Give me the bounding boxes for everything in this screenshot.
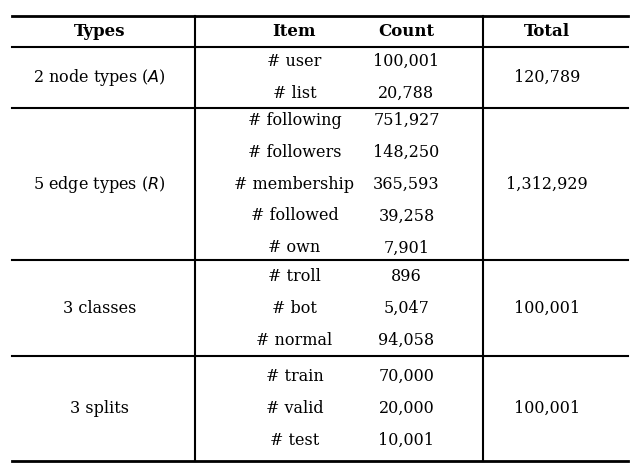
Text: 2 node types ($A$): 2 node types ($A$) [33,67,166,88]
Text: # valid: # valid [266,400,323,417]
Text: 3 classes: 3 classes [63,300,136,317]
Text: Count: Count [378,23,435,40]
Text: 39,258: 39,258 [378,207,435,225]
Text: # normal: # normal [256,332,333,349]
Text: Item: Item [273,23,316,40]
Text: # membership: # membership [234,175,355,193]
Text: # own: # own [268,239,321,257]
Text: 896: 896 [391,268,422,285]
Text: 100,001: 100,001 [373,53,440,70]
Text: # bot: # bot [272,300,317,317]
Text: 100,001: 100,001 [514,300,580,317]
Text: 20,000: 20,000 [378,400,435,417]
Text: 751,927: 751,927 [373,112,440,129]
Text: 70,000: 70,000 [378,368,435,385]
Text: # followers: # followers [248,144,341,161]
Text: 148,250: 148,250 [373,144,440,161]
Text: # test: # test [270,432,319,449]
Text: 5,047: 5,047 [383,300,429,317]
Text: 365,593: 365,593 [373,175,440,193]
Text: # followed: # followed [250,207,339,225]
Text: 100,001: 100,001 [514,400,580,417]
Text: # troll: # troll [268,268,321,285]
Text: # following: # following [248,112,341,129]
Text: 120,789: 120,789 [514,69,580,86]
Text: 20,788: 20,788 [378,85,435,102]
Text: 1,312,929: 1,312,929 [506,175,588,193]
Text: # list: # list [273,85,316,102]
Text: 3 splits: 3 splits [70,400,129,417]
Text: # train: # train [266,368,323,385]
Text: 94,058: 94,058 [378,332,435,349]
Text: # user: # user [268,53,321,70]
Text: 5 edge types ($R$): 5 edge types ($R$) [33,174,166,195]
Text: Types: Types [74,23,125,40]
Text: 10,001: 10,001 [378,432,435,449]
Text: 7,901: 7,901 [383,239,429,257]
Text: Total: Total [524,23,570,40]
